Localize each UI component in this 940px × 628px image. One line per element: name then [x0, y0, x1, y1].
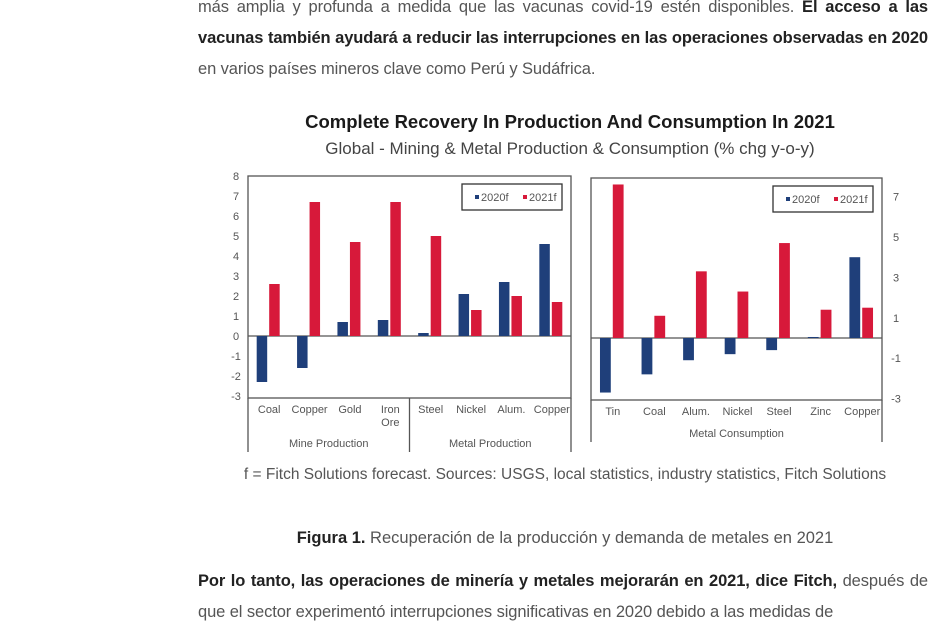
legend-swatch-2021f [523, 195, 527, 199]
chart-source-note: f = Fitch Solutions forecast. Sources: U… [243, 466, 887, 483]
bar-2020f-nickel [724, 338, 736, 355]
bar-2021f-ironore [390, 202, 401, 336]
bar-2021f-steel [779, 243, 790, 338]
y-tick-label: 2 [233, 291, 239, 303]
y-tick-label: -1 [891, 353, 901, 365]
legend-swatch-2020f [475, 195, 479, 199]
plot-frame-1 [590, 177, 883, 401]
y-tick-label: -2 [231, 371, 241, 383]
category-label: Alum. [497, 404, 525, 416]
y-tick-label: 4 [233, 251, 239, 263]
paragraph-bold-text: Por lo tanto, las operaciones de minería… [198, 572, 837, 590]
y-tick-label: 1 [233, 311, 239, 323]
legend-swatch-2020f [786, 197, 790, 201]
group-label: Metal Consumption [689, 428, 784, 440]
bar-2021f-steel [430, 236, 442, 336]
bar-2020f-copper [539, 244, 550, 336]
y-tick-label: 3 [893, 272, 899, 284]
category-label: Alum. [682, 406, 710, 418]
category-label: Copper [844, 406, 880, 418]
y-tick-label: -3 [891, 394, 901, 406]
bar-2021f-zinc [820, 309, 832, 338]
bar-2020f-steel [766, 338, 778, 351]
category-label: Nickel [723, 406, 753, 418]
legend-label: 2020f [792, 194, 820, 206]
paragraph-text: en varios países mineros clave como Perú… [198, 60, 596, 78]
group-label: Mine Production [289, 438, 369, 450]
legend-label: 2021f [529, 192, 557, 204]
bar-2021f-gold [349, 242, 361, 336]
bar-2021f-tin [612, 184, 624, 338]
bar-2021f-nickel [471, 310, 482, 336]
y-tick-label: -3 [231, 391, 241, 403]
category-label: Coal [643, 406, 666, 418]
article-paragraph-1: más amplia y profunda a medida que las v… [198, 0, 928, 85]
bar-2020f-coal [641, 338, 653, 375]
category-label: Tin [605, 406, 620, 418]
bar-2021f-alum [695, 271, 707, 338]
category-label: Copper [534, 404, 570, 416]
bar-2020f-nickel [458, 294, 470, 336]
bar-2020f-alum [683, 338, 694, 361]
figure-caption: Figura 1. Recuperación de la producción … [200, 529, 930, 548]
bar-2021f-coal [269, 284, 280, 336]
legend-label: 2021f [840, 194, 868, 206]
y-tick-label: 8 [233, 171, 239, 183]
bar-2020f-copper [849, 257, 861, 338]
bar-2020f-zinc [807, 336, 819, 338]
bar-2020f-ironore [377, 320, 389, 336]
group-label: Metal Production [449, 438, 532, 450]
y-tick-label: 7 [233, 191, 239, 203]
caption-text: Recuperación de la producción y demanda … [365, 529, 834, 547]
legend-swatch-2021f [834, 197, 838, 201]
category-label: Steel [767, 406, 792, 418]
y-tick-label: 1 [893, 313, 899, 325]
category-label: Coal [258, 404, 281, 416]
caption-label: Figura 1. [296, 529, 366, 547]
bar-2021f-copper [551, 302, 563, 336]
chart-subtitle: Global - Mining & Metal Production & Con… [325, 139, 815, 158]
bar-2021f-copper [862, 307, 874, 338]
paragraph-bold-text: El acceso a las vacunas también ayudará … [198, 0, 928, 47]
category-label: Zinc [810, 406, 831, 418]
category-label: Iron [381, 404, 400, 416]
y-tick-label: 6 [233, 211, 239, 223]
category-label: Gold [338, 404, 361, 416]
bar-2020f-alum [498, 282, 510, 336]
category-label: Copper [292, 404, 328, 416]
bar-2021f-alum [511, 296, 522, 336]
bar-2021f-coal [654, 315, 666, 338]
y-tick-label: -1 [231, 351, 241, 363]
category-label: Nickel [456, 404, 486, 416]
y-tick-label: 5 [233, 231, 239, 243]
bar-2020f-steel [418, 333, 429, 336]
article-paragraph-2: Por lo tanto, las operaciones de minería… [198, 566, 928, 628]
category-label: Ore [381, 417, 399, 429]
bar-2021f-nickel [737, 291, 749, 338]
bar-2020f-gold [337, 322, 348, 336]
bar-2020f-tin [599, 338, 611, 393]
legend-label: 2020f [481, 192, 509, 204]
bar-2021f-copper [309, 202, 321, 336]
bar-2020f-copper [297, 336, 308, 368]
y-tick-label: 5 [893, 232, 899, 244]
y-tick-label: 3 [233, 271, 239, 283]
bar-2020f-coal [256, 336, 268, 382]
paragraph-text: más amplia y profunda a medida que las v… [198, 0, 803, 16]
paragraph-text: después de que el sector experimentó int… [198, 572, 928, 621]
chart-title: Complete Recovery In Production And Cons… [305, 111, 835, 132]
y-tick-label: 7 [893, 192, 899, 204]
y-tick-label: 0 [233, 331, 239, 343]
category-label: Steel [418, 404, 443, 416]
